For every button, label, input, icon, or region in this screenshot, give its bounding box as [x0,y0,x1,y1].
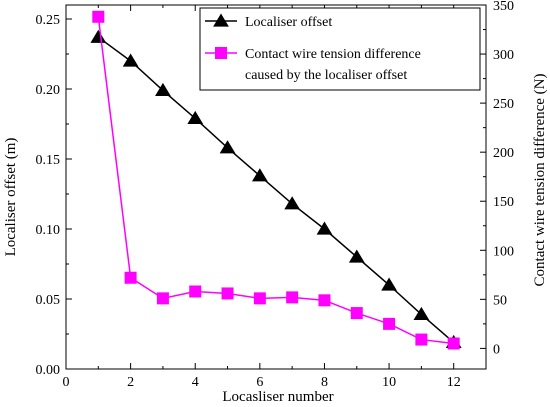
y-right-tick-label: 150 [493,195,514,210]
series-layer [90,10,462,350]
y-right-tick-label: 0 [493,342,500,357]
y-axis-title-right: Contact wire tension difference (N) [532,74,548,287]
data-point-triangle [284,196,301,210]
plot-border [65,4,487,370]
data-point-triangle [381,277,397,291]
data-point-triangle [348,249,365,263]
plot-frame [65,4,487,370]
tick-labels: 0 2 4 6 8 10 12 0.00 0.05 0.10 0.15 0.20 0.25 0 50 100 1… [36,0,515,390]
legend-label-tension-line: caused by the localiser offset [245,68,407,83]
x-tick-label: 10 [382,375,396,390]
y-left-tick-label: 0.20 [36,83,61,98]
legend-label-offset: Localiser offset [245,15,332,30]
x-axis-title: Locasliser number [222,389,333,405]
x-tick-label: 12 [447,375,461,390]
legend-marker-triangle [213,13,229,27]
data-point-square [124,271,137,284]
y-right-tick-label: 100 [493,244,514,259]
x-tick-label: 6 [256,375,263,390]
legend-marker-square [215,47,227,59]
legend-label-tension-line: Contact wire tension difference [245,47,421,62]
data-point-triangle [187,110,204,125]
data-point-square [415,333,428,346]
data-point-triangle [413,306,430,321]
data-point-triangle [251,168,268,182]
data-point-square [350,307,363,320]
data-point-triangle [219,140,236,154]
y-axis-title-left: Localiser offset (m) [3,138,19,257]
data-point-triangle [155,82,171,97]
data-point-square [156,292,169,305]
data-point-square [447,337,460,350]
y-right-tick-label: 350 [493,0,514,14]
y-left-tick-label: 0.05 [36,293,61,308]
x-tick-label: 2 [127,375,134,390]
x-tick-label: 4 [192,375,199,390]
data-point-triangle [122,53,139,67]
x-tick-label: 8 [321,375,328,390]
y-left-tick-label: 0.00 [36,363,61,378]
data-point-square [383,317,396,330]
legend: Localiser offset Contact wire tension dif… [199,7,481,91]
data-point-square [286,291,299,304]
data-point-square [221,287,234,300]
y-right-tick-label: 200 [493,146,514,161]
y-left-tick-label: 0.10 [36,223,61,238]
data-point-triangle [316,221,333,235]
data-point-square [189,285,202,298]
y-left-tick-label: 0.15 [36,153,61,168]
y-right-tick-label: 300 [493,48,514,63]
y-right-tick-label: 250 [493,97,514,112]
data-point-square [253,292,266,305]
data-point-triangle [90,29,107,43]
y-right-tick-label: 50 [493,293,507,308]
data-point-square [92,10,105,23]
data-point-square [318,294,331,307]
y-left-tick-label: 0.25 [36,13,61,28]
legend-box [199,7,481,91]
x-tick-label: 0 [63,375,70,390]
